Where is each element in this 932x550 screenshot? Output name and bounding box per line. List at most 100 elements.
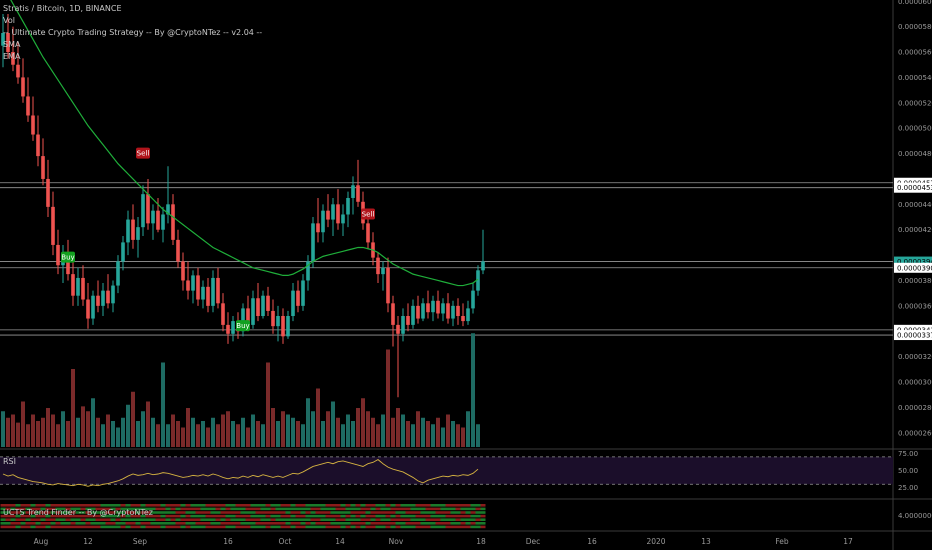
trend-cell <box>35 522 41 525</box>
trend-cell <box>25 522 31 525</box>
trend-cell <box>45 525 51 529</box>
price-tick-label: 0.00005600 <box>898 49 932 57</box>
trend-cell <box>230 511 236 514</box>
trend-cell <box>220 504 226 507</box>
trend-cell <box>415 507 421 511</box>
trend-cell <box>325 514 331 518</box>
trend-cell <box>335 525 341 529</box>
rsi-tick-label: 75.00 <box>898 450 918 458</box>
trend-cell <box>105 511 111 514</box>
trend-cell <box>5 522 11 525</box>
candle-body <box>281 316 285 337</box>
trend-cell <box>475 514 481 518</box>
volume-bar <box>81 406 85 447</box>
trend-cell <box>210 518 216 521</box>
candle-body <box>241 308 245 332</box>
trend-cell <box>435 507 441 511</box>
candle-body <box>356 185 360 202</box>
trend-cell <box>435 511 441 514</box>
time-tick-label: 2020 <box>646 537 665 546</box>
price-tick-label: 0.00003200 <box>898 353 932 361</box>
volume-bar <box>106 414 110 447</box>
trend-cell <box>450 507 456 511</box>
trend-cell <box>80 504 86 507</box>
trend-cell <box>435 504 441 507</box>
candle-body <box>266 295 270 311</box>
trend-cell <box>20 525 26 529</box>
trend-cell <box>340 507 346 511</box>
trend-cell <box>385 504 391 507</box>
trend-cell <box>85 511 91 514</box>
trend-cell <box>305 511 311 514</box>
trend-cell <box>90 518 96 521</box>
volume-bar <box>386 349 390 447</box>
trend-cell <box>255 522 261 525</box>
volume-bar <box>401 414 405 447</box>
volume-bar <box>306 398 310 447</box>
trend-cell <box>285 518 291 521</box>
trend-cell <box>455 522 461 525</box>
volume-bar <box>261 424 265 447</box>
candle-body <box>341 214 345 224</box>
volume-bar <box>451 421 455 447</box>
trend-cell <box>340 504 346 507</box>
trend-cell <box>10 514 16 518</box>
trend-cell <box>15 514 21 518</box>
candle-body <box>91 295 95 319</box>
trend-cell <box>295 507 301 511</box>
trend-cell <box>465 511 471 514</box>
volume-bar <box>441 427 445 447</box>
trend-cell <box>310 518 316 521</box>
trend-cell <box>260 525 266 529</box>
trend-cell <box>395 514 401 518</box>
volume-bar <box>191 417 195 447</box>
trend-cell <box>375 518 381 521</box>
trend-cell <box>100 518 106 521</box>
trend-cell <box>185 525 191 529</box>
trend-cell <box>400 522 406 525</box>
candle-body <box>476 270 480 291</box>
trend-cell <box>430 525 436 529</box>
trend-cell <box>25 518 31 521</box>
trend-cell <box>50 525 56 529</box>
trend-cell <box>415 514 421 518</box>
trend-cell <box>75 522 81 525</box>
volume-bar <box>371 417 375 447</box>
trend-cell <box>205 518 211 521</box>
candle-body <box>461 316 465 322</box>
trend-cell <box>295 511 301 514</box>
trend-cell <box>385 511 391 514</box>
trend-cell <box>180 507 186 511</box>
candle-body <box>346 197 350 215</box>
trend-cell <box>415 525 421 529</box>
rsi-line <box>2 459 479 487</box>
candle-body <box>271 310 275 327</box>
trend-cell <box>235 525 241 529</box>
trend-cell <box>60 514 66 518</box>
trend-cell <box>220 518 226 521</box>
trend-cell <box>315 525 321 529</box>
trend-cell <box>90 511 96 514</box>
trend-cell <box>440 518 446 521</box>
trend-cell <box>245 525 251 529</box>
trend-cell <box>105 507 111 511</box>
trend-cell <box>175 507 181 511</box>
trend-cell <box>435 518 441 521</box>
trend-cell <box>80 514 86 518</box>
price-tick-label: 0.00005800 <box>898 23 932 31</box>
trend-cell <box>50 522 56 525</box>
trend-cell <box>180 511 186 514</box>
trend-cell <box>280 504 286 507</box>
trend-cell <box>410 504 416 507</box>
price-tick-label: 0.00005200 <box>898 99 932 107</box>
trend-cell <box>200 514 206 518</box>
trend-cell <box>220 514 226 518</box>
trend-cell <box>420 511 426 514</box>
trend-cell <box>260 514 266 518</box>
time-tick-label: Aug <box>34 537 49 546</box>
candle-body <box>311 223 315 262</box>
trend-cell <box>385 514 391 518</box>
trend-cell <box>60 511 66 514</box>
time-tick-label: Dec <box>526 537 541 546</box>
